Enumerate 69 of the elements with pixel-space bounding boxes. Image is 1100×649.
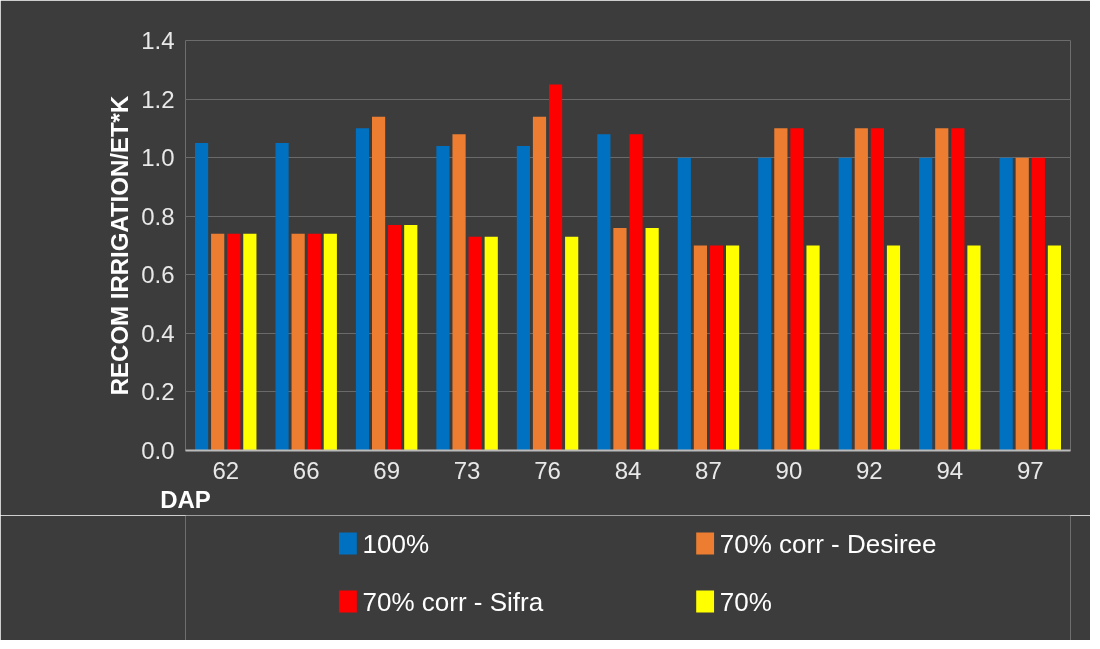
x-tick-label: 90: [775, 456, 803, 484]
bar: [1031, 157, 1045, 451]
y-tick-label: 0.0: [141, 437, 175, 464]
bar: [677, 157, 691, 451]
y-tick-label: 0.4: [141, 319, 175, 347]
legend-label: 100%: [362, 528, 429, 559]
bar: [613, 227, 627, 451]
y-axis-title: RECOM IRRIGATION/ET*K: [106, 95, 134, 396]
bar: [404, 225, 418, 451]
y-tick-label: 0.8: [141, 202, 175, 230]
x-tick-label: 92: [856, 456, 883, 484]
bar: [935, 128, 949, 451]
bar: [355, 128, 370, 451]
x-tick-label: 76: [534, 456, 561, 484]
bar: [951, 128, 965, 451]
x-tick-label: 97: [1016, 456, 1044, 484]
bar: [645, 227, 659, 451]
bar: [758, 157, 772, 451]
bar: [967, 245, 981, 451]
legend-label: 70% corr - Desiree: [719, 528, 937, 559]
bar: [1015, 157, 1029, 451]
bar: [597, 134, 611, 451]
y-tick-label: 0.2: [141, 378, 175, 406]
x-tick-label: 84: [614, 456, 642, 484]
y-tick-label: 1.0: [141, 144, 175, 172]
bar: [452, 134, 466, 451]
bar: [709, 245, 724, 451]
bar: [774, 128, 788, 451]
bar: [999, 157, 1013, 451]
bar: [870, 128, 885, 451]
legend-label: 70% corr - Sifra: [362, 586, 544, 617]
x-tick-label: 69: [373, 456, 400, 484]
x-tick-label: 73: [453, 456, 481, 484]
x-tick-label: 94: [936, 456, 964, 484]
bar: [484, 236, 498, 451]
bar: [436, 145, 450, 451]
bar: [629, 134, 643, 451]
bar: [371, 116, 386, 451]
bar: [388, 225, 402, 451]
bar: [275, 143, 289, 451]
bar: [838, 157, 852, 451]
y-tick-label: 0.6: [141, 261, 175, 289]
bar: [307, 233, 321, 451]
bar: [516, 145, 531, 451]
bar: [1047, 245, 1062, 451]
y-tick-label: 1.4: [141, 27, 175, 54]
x-tick-label: 66: [292, 456, 320, 484]
x-tick-label: 62: [212, 456, 240, 484]
bar: [323, 233, 337, 451]
bar: [854, 128, 868, 451]
bar: [886, 245, 901, 451]
bar: [548, 84, 563, 451]
bar: [468, 236, 482, 451]
bar: [790, 128, 804, 451]
bar: [194, 143, 209, 451]
y-tick-label: 1.2: [141, 85, 175, 113]
x-axis-title: DAP: [160, 485, 211, 513]
bar: [291, 233, 305, 451]
bar: [227, 233, 241, 451]
legend-label: 70%: [719, 586, 772, 617]
bar: [211, 233, 225, 451]
bar: [532, 116, 547, 451]
bar: [565, 236, 579, 451]
bar: [919, 157, 933, 451]
bar: [693, 245, 708, 451]
bar: [725, 245, 740, 451]
bar: [243, 233, 257, 451]
x-tick-label: 87: [695, 456, 722, 484]
bar: [806, 245, 820, 451]
